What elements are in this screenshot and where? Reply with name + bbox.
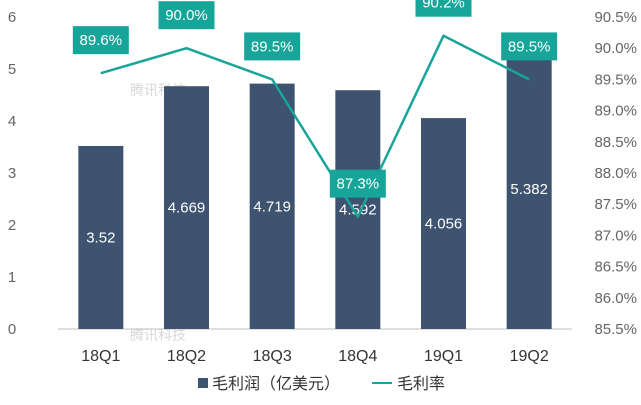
y-right-tick-label: 88.0%: [594, 165, 637, 182]
bar-value-label: 3.52: [86, 229, 115, 246]
x-category-label: 18Q4: [338, 348, 377, 365]
y-right-tick-label: 90.0%: [594, 40, 637, 57]
y-left-tick-label: 0: [8, 321, 16, 338]
x-category-label: 18Q1: [81, 348, 120, 365]
y-right-tick-label: 86.0%: [594, 290, 637, 307]
bar: [164, 86, 209, 329]
y-right-tick-label: 87.0%: [594, 227, 637, 244]
x-category-label: 19Q2: [510, 348, 549, 365]
x-axis-categories: 18Q1 18Q2 18Q3 18Q4 19Q1 19Q2: [81, 348, 549, 365]
y-right-tick-label: 89.5%: [594, 71, 637, 88]
bar: [335, 90, 381, 329]
bar-value-label: 4.669: [168, 200, 206, 217]
x-category-label: 18Q3: [253, 348, 292, 365]
line-label-box: [158, 1, 215, 30]
y-left-tick-label: 5: [8, 61, 16, 78]
bar: [249, 83, 295, 329]
bar: [421, 118, 466, 329]
legend-bar-label: 毛利润（亿美元）: [212, 375, 340, 393]
line-label-box: [72, 26, 129, 55]
y-left-tick-label: 4: [8, 113, 16, 130]
line-value-label: 90.2%: [422, 0, 465, 12]
line-label-box: [415, 0, 472, 17]
line-value-label: 90.0%: [165, 7, 208, 24]
legend: 毛利润（亿美元） 毛利率: [198, 375, 445, 393]
y-right-tick-label: 90.5%: [594, 9, 637, 26]
x-category-label: 18Q2: [167, 348, 206, 365]
bar-value-label: 5.382: [510, 181, 548, 198]
y-axis-left: 0 1 2 3 4 5 6: [8, 9, 16, 338]
line-series: 89.6% 90.0% 89.5% 87.3% 90.2% 89.5%: [72, 0, 558, 218]
watermark: 腾讯科技: [130, 327, 186, 344]
line-path: [100, 34, 530, 218]
line-value-label: 89.6%: [80, 32, 123, 49]
line-label-box: [329, 169, 386, 198]
y-left-tick-label: 3: [8, 165, 16, 182]
y-right-tick-label: 88.5%: [594, 134, 637, 151]
bar-value-label: 4.719: [253, 198, 291, 215]
y-right-tick-label: 89.0%: [594, 103, 637, 120]
y-left-tick-label: 1: [8, 269, 16, 286]
y-right-tick-label: 85.5%: [594, 321, 637, 338]
line-value-label: 87.3%: [337, 176, 380, 193]
y-right-tick-label: 86.5%: [594, 259, 637, 276]
bar: [506, 49, 552, 330]
y-left-tick-label: 2: [8, 217, 16, 234]
line-label-box: [244, 32, 301, 61]
y-axis-right: 85.5% 86.0% 86.5% 87.0% 87.5% 88.0% 88.5% 89.0%…: [594, 9, 637, 338]
bar: [78, 145, 124, 329]
bar-value-label: 4.056: [425, 216, 463, 233]
line-label-box: [501, 32, 558, 61]
bar-series: 3.52 4.669 4.719 4.592 4.056 5.382: [78, 49, 552, 330]
legend-line-label: 毛利率: [397, 375, 445, 393]
line-value-label: 89.5%: [508, 38, 551, 55]
y-left-tick-label: 6: [8, 9, 16, 26]
legend-bar-swatch: [198, 378, 208, 388]
x-category-label: 19Q1: [424, 348, 463, 365]
line-value-label: 89.5%: [251, 38, 294, 55]
y-right-tick-label: 87.5%: [594, 196, 637, 213]
bar-value-label: 4.592: [339, 202, 377, 219]
